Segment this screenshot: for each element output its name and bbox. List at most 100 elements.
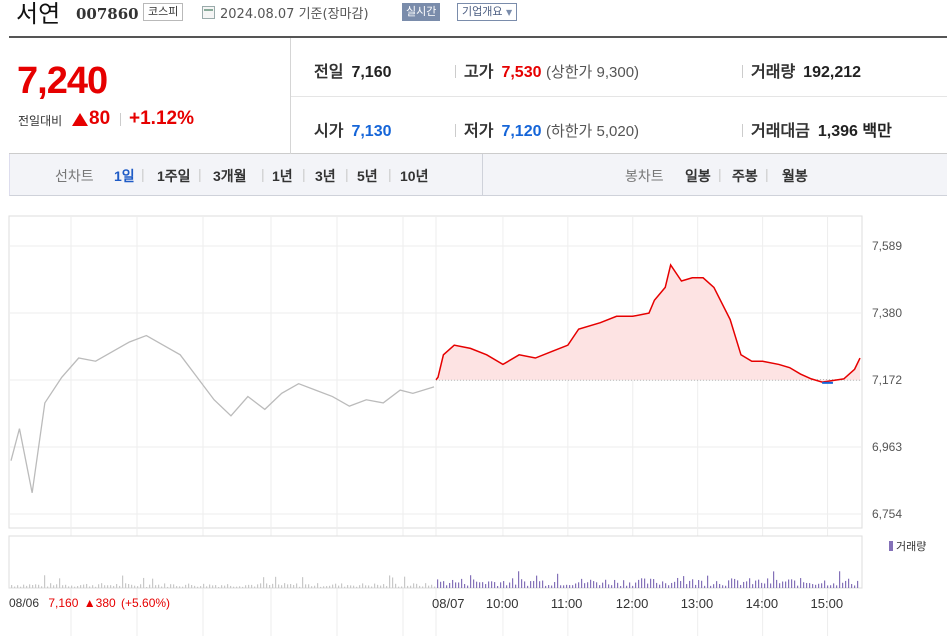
volume-bar: [461, 578, 463, 588]
volume-bar: [194, 585, 196, 588]
volume-bar: [215, 585, 217, 588]
volume-bar: [704, 585, 706, 588]
volume-bar: [44, 575, 46, 588]
volume-bar: [191, 585, 193, 588]
volume-bar: [800, 578, 802, 588]
y-tick-label: 7,172: [872, 373, 902, 387]
volume-bar: [530, 581, 532, 588]
tab-monthly-candle[interactable]: 월봉: [782, 168, 808, 184]
tab-5y[interactable]: 5년: [357, 168, 378, 184]
tab-3m[interactable]: 3개월: [213, 168, 247, 184]
volume-bar: [725, 585, 727, 588]
y-tick-label: 7,380: [872, 306, 902, 320]
volume-bar: [203, 583, 205, 588]
tab-10y[interactable]: 10년: [400, 168, 429, 184]
volume-bar: [392, 577, 394, 588]
volume-bar: [206, 586, 208, 588]
tab-3y[interactable]: 3년: [315, 168, 336, 184]
volume-bar: [263, 577, 265, 588]
volume-bar: [779, 583, 781, 588]
x-tick-label: 15:00: [811, 596, 844, 611]
realtime-button[interactable]: 실시간: [402, 3, 441, 21]
volume-bar: [758, 579, 760, 588]
volume-bar: [416, 583, 418, 588]
change-label: 전일대비: [18, 114, 63, 128]
volume-bar: [443, 581, 445, 588]
volume-bar: [128, 584, 130, 588]
volume-bar: [293, 584, 295, 588]
volume-bar: [695, 584, 697, 588]
volume-bar: [833, 583, 835, 588]
volume-bar: [593, 581, 595, 588]
volume-bar: [224, 585, 226, 588]
y-tick-label: 6,754: [872, 507, 902, 521]
volume-bar: [245, 585, 247, 588]
volume-bar: [302, 577, 304, 588]
tab-weekly-candle[interactable]: 주봉: [732, 168, 758, 184]
volume-bar: [278, 584, 280, 588]
today-area: [436, 264, 860, 383]
volume-bar: [524, 581, 526, 588]
price-change-pct: +1.12%: [129, 108, 194, 129]
calendar-icon: [202, 6, 215, 19]
volume-bar: [257, 584, 259, 588]
tab-1w[interactable]: 1주일: [157, 168, 191, 184]
volume-bar: [188, 583, 190, 588]
volume-bar: [113, 585, 115, 588]
volume-bar: [431, 584, 433, 588]
volume-bar: [320, 586, 322, 588]
volume-bar: [809, 583, 811, 588]
y-tick-label: 6,963: [872, 440, 902, 454]
tab-daily-candle[interactable]: 일봉: [685, 168, 711, 184]
volume-bar: [611, 585, 613, 588]
volume-bar: [692, 579, 694, 588]
intraday-chart[interactable]: 7,589 7,380 7,172 6,963 6,754 08/07 10:00 11:00…: [0, 196, 947, 638]
volume-bar: [617, 582, 619, 588]
volume-bar: [170, 584, 172, 588]
volume-bar: [791, 579, 793, 588]
volume-bar: [425, 583, 427, 588]
volume-bar: [266, 583, 268, 588]
volume-bar: [305, 584, 307, 588]
volume-bar: [290, 583, 292, 588]
volume-bar: [329, 585, 331, 588]
volume-bar: [104, 585, 106, 588]
volume-bar: [539, 581, 541, 588]
volume-bar: [23, 584, 25, 588]
volume-bar: [503, 581, 505, 588]
volume-bar: [101, 583, 103, 588]
volume-bar: [62, 585, 64, 588]
volume-bar: [764, 583, 766, 588]
volume-bar: [284, 583, 286, 588]
volume-bar: [563, 585, 565, 588]
volume-bar: [254, 586, 256, 588]
volume: 거래량 192,212: [742, 58, 861, 82]
volume-bar: [638, 579, 640, 588]
volume-bar: [149, 584, 151, 588]
tab-1d[interactable]: 1일: [114, 168, 135, 184]
company-overview-button[interactable]: 기업개요 ▼: [457, 3, 518, 21]
volume-bar: [41, 586, 43, 588]
volume-bar: [752, 584, 754, 588]
volume-bar: [689, 580, 691, 588]
tab-1y[interactable]: 1년: [272, 168, 293, 184]
volume-bar: [485, 584, 487, 588]
volume-bar: [281, 585, 283, 588]
volume-bar: [164, 583, 166, 588]
chart-period-tabs: 선차트 1일 | 1주일 | 3개월 | 1년 | 3년 | 5년 | 10년 …: [9, 154, 947, 196]
volume-bar: [653, 579, 655, 588]
volume-bar: [743, 581, 745, 588]
volume-bar: [59, 578, 61, 588]
volume-bar: [788, 579, 790, 588]
volume-bar: [326, 586, 328, 588]
volume-bar: [77, 586, 79, 588]
volume-bar: [818, 583, 820, 588]
stock-header: 서연 007860 코스피 2024.08.07 기준(장마감) 실시간 기업개…: [0, 0, 947, 32]
volume-bar: [65, 584, 67, 588]
volume-bar: [803, 582, 805, 588]
volume-bar: [116, 584, 118, 588]
volume-bar: [662, 581, 664, 588]
volume-bar: [770, 583, 772, 588]
current-price: 7,240: [17, 60, 108, 102]
volume-bar: [707, 575, 709, 588]
